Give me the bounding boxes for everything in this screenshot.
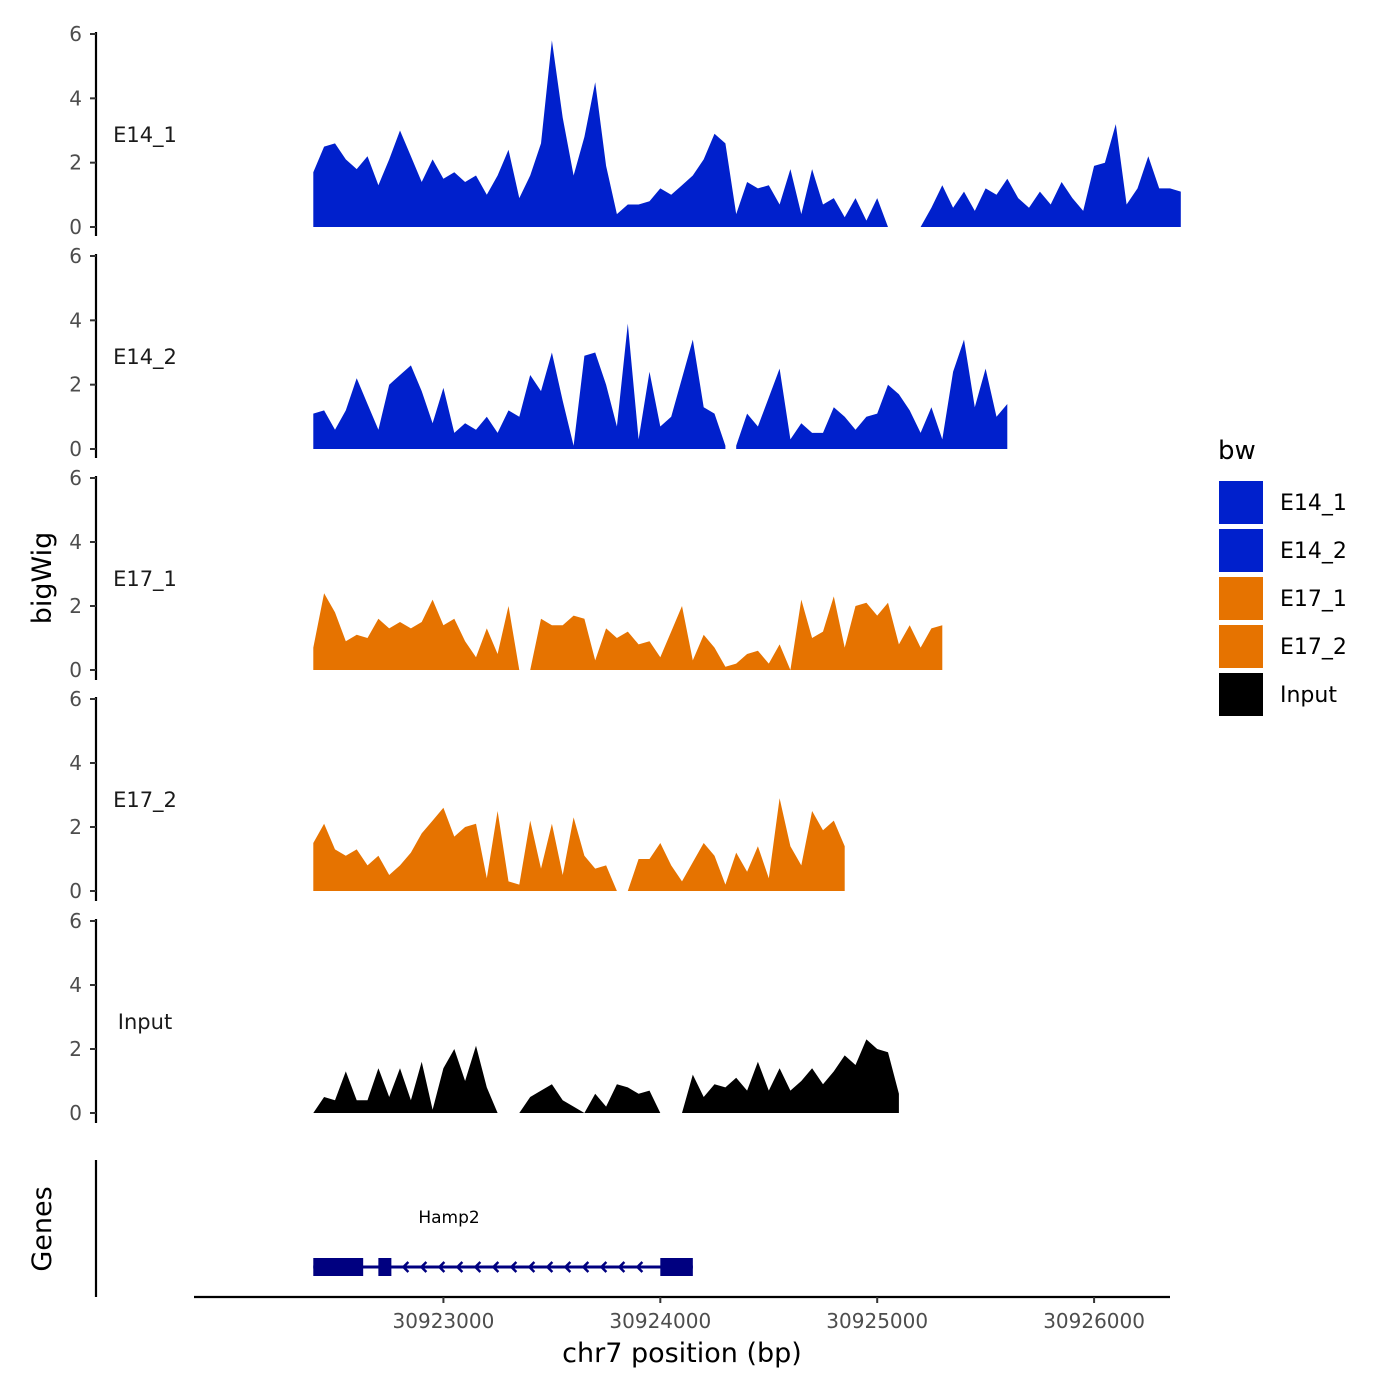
coverage-area-input <box>313 1039 899 1113</box>
legend-label: Input <box>1280 683 1337 708</box>
y-tick-label: 4 <box>69 530 82 554</box>
strand-arrow <box>491 1261 500 1273</box>
strand-arrow <box>599 1261 608 1273</box>
y-tick-label: 6 <box>69 244 82 268</box>
track-label-e17-2: E17_2 <box>113 788 177 813</box>
y-tick-label: 6 <box>69 687 82 711</box>
gene-exon <box>313 1258 364 1276</box>
y-ticks: 0 2 4 6 <box>69 466 96 682</box>
legend-item-e17-2: E17_2 <box>1219 625 1347 668</box>
strand-arrow <box>635 1261 644 1273</box>
y-tick-label: 0 <box>69 879 82 903</box>
legend-swatch <box>1219 625 1263 668</box>
genes-axis-title: Genes <box>27 1186 58 1271</box>
gene-label: Hamp2 <box>418 1208 479 1228</box>
track-e14-2: 0 2 4 6 E14_2 <box>69 244 1008 461</box>
y-ticks: 0 2 4 6 <box>69 244 96 461</box>
legend-swatch <box>1219 577 1263 620</box>
gene-track: Genes Hamp2 <box>27 1160 693 1297</box>
y-tick-label: 2 <box>69 594 82 618</box>
track-label-input: Input <box>118 1010 172 1034</box>
y-tick-label: 0 <box>69 658 82 682</box>
legend-swatch <box>1219 673 1263 716</box>
y-axis-title: bigWig <box>27 532 58 625</box>
strand-arrow <box>455 1261 464 1273</box>
track-e14-1: 0 2 4 6 E14_1 <box>69 22 1181 239</box>
coverage-area-e14-2 <box>313 323 1008 449</box>
x-tick-label: 30923000 <box>393 1309 495 1333</box>
strand-arrow <box>509 1261 518 1273</box>
legend: bw E14_1 E14_2 E17_1 E17_2 Input <box>1218 436 1347 716</box>
y-tick-label: 2 <box>69 1037 82 1061</box>
legend-swatch <box>1219 481 1263 524</box>
coverage-area-e17-2 <box>313 798 845 891</box>
legend-label: E17_1 <box>1280 587 1347 612</box>
strand-arrow <box>419 1261 428 1273</box>
gene-exon <box>378 1258 392 1276</box>
strand-arrow <box>617 1261 626 1273</box>
y-tick-label: 0 <box>69 437 82 461</box>
legend-item-e14-2: E14_2 <box>1219 529 1347 572</box>
strand-arrow <box>437 1261 446 1273</box>
strand-arrow <box>563 1261 572 1273</box>
track-label-e14-2: E14_2 <box>113 345 177 370</box>
track-e17-1: 0 2 4 6 E17_1 <box>69 466 943 682</box>
y-ticks: 0 2 4 6 <box>69 22 96 239</box>
x-axis: 30923000 30924000 30925000 30926000 chr7 po… <box>194 1295 1170 1369</box>
legend-swatch <box>1219 529 1263 572</box>
y-tick-label: 0 <box>69 215 82 239</box>
strand-arrow <box>401 1261 410 1273</box>
legend-label: E14_2 <box>1280 539 1347 564</box>
y-tick-label: 6 <box>69 909 82 933</box>
legend-item-input: Input <box>1219 673 1337 716</box>
gene-model <box>313 1258 693 1276</box>
y-tick-label: 2 <box>69 373 82 397</box>
y-tick-label: 2 <box>69 815 82 839</box>
strand-arrow <box>545 1261 554 1273</box>
x-tick-label: 30926000 <box>1043 1309 1145 1333</box>
legend-label: E17_2 <box>1280 635 1347 660</box>
strand-arrow <box>527 1261 536 1273</box>
legend-item-e14-1: E14_1 <box>1219 481 1347 524</box>
legend-label: E14_1 <box>1280 491 1347 516</box>
track-e17-2: 0 2 4 6 E17_2 <box>69 687 845 903</box>
x-tick-label: 30925000 <box>826 1309 928 1333</box>
x-tick-label: 30924000 <box>609 1309 711 1333</box>
y-tick-label: 6 <box>69 22 82 46</box>
strand-arrow <box>473 1261 482 1273</box>
coverage-area-e17-1 <box>313 593 943 670</box>
x-ticks: 30923000 30924000 30925000 30926000 <box>393 1297 1145 1333</box>
strand-arrow <box>581 1261 590 1273</box>
legend-item-e17-1: E17_1 <box>1219 577 1347 620</box>
y-tick-label: 4 <box>69 86 82 110</box>
y-tick-label: 4 <box>69 308 82 332</box>
legend-title: bw <box>1218 436 1256 466</box>
y-ticks: 0 2 4 6 <box>69 687 96 903</box>
coverage-area-e14-1 <box>313 40 1181 228</box>
y-tick-label: 2 <box>69 151 82 175</box>
y-ticks: 0 2 4 6 <box>69 909 96 1125</box>
y-tick-label: 0 <box>69 1101 82 1125</box>
y-tick-label: 4 <box>69 751 82 775</box>
track-label-e14-1: E14_1 <box>113 123 177 148</box>
y-tick-label: 4 <box>69 973 82 997</box>
track-input: 0 2 4 6 Input <box>69 909 899 1125</box>
track-label-e17-1: E17_1 <box>113 567 177 592</box>
y-tick-label: 6 <box>69 466 82 490</box>
x-axis-title: chr7 position (bp) <box>562 1338 802 1369</box>
gene-exon <box>660 1258 693 1276</box>
